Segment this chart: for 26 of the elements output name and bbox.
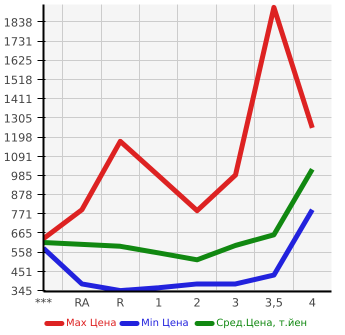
legend-label: Сред.Цена, т.йен [216,318,308,329]
x-tick-label: 3,5 [264,296,283,310]
y-tick-label: 771 [10,207,33,222]
legend-label: Max Цена [66,318,116,329]
y-tick-label: 878 [10,188,33,202]
y-tick-label: 1198 [4,130,33,145]
y-tick-label: 665 [10,226,33,240]
y-tick-label: 1091 [4,150,33,164]
y-tick-label: 1838 [4,15,33,30]
x-tick-label: 2 [193,296,201,310]
y-tick-label: 1518 [4,72,33,87]
x-tick-label: 4 [308,296,316,310]
y-tick-label: 1625 [4,54,33,68]
y-tick-label: 345 [10,284,33,298]
legend-label: Min Цена [141,318,189,329]
y-tick-label: 451 [10,265,33,280]
y-tick-label: 1305 [4,111,33,126]
y-tick-label: 1411 [4,92,33,106]
x-tick-label: 3 [232,296,240,310]
x-tick-label: *** [35,296,52,310]
x-tick-label: RA [74,296,90,310]
y-tick-label: 558 [10,246,33,260]
y-tick-label: 985 [10,168,33,183]
x-tick-label: R [116,296,124,310]
x-tick-label: 1 [155,296,162,310]
y-tick-label: 1731 [4,34,33,49]
